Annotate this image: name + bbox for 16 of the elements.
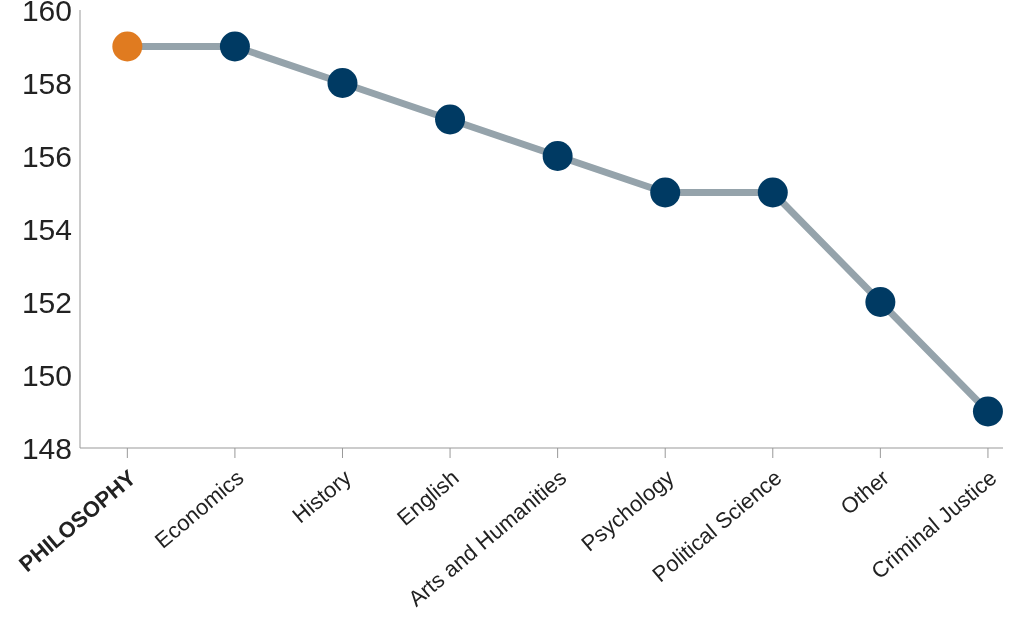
point	[435, 104, 466, 135]
point	[542, 141, 573, 171]
y-tick-label: 154	[21, 212, 72, 246]
point	[219, 31, 250, 62]
point	[112, 31, 143, 62]
point	[757, 177, 788, 208]
y-tick-label: 160	[21, 0, 72, 27]
y-tick-label: 152	[21, 285, 72, 319]
point	[327, 68, 358, 98]
y-tick-label: 158	[21, 66, 72, 100]
point	[650, 177, 681, 208]
y-tick-label: 148	[21, 431, 72, 465]
y-tick-label: 156	[21, 139, 72, 173]
point	[972, 396, 1003, 427]
point	[865, 287, 896, 317]
y-tick-label: 150	[21, 358, 72, 392]
